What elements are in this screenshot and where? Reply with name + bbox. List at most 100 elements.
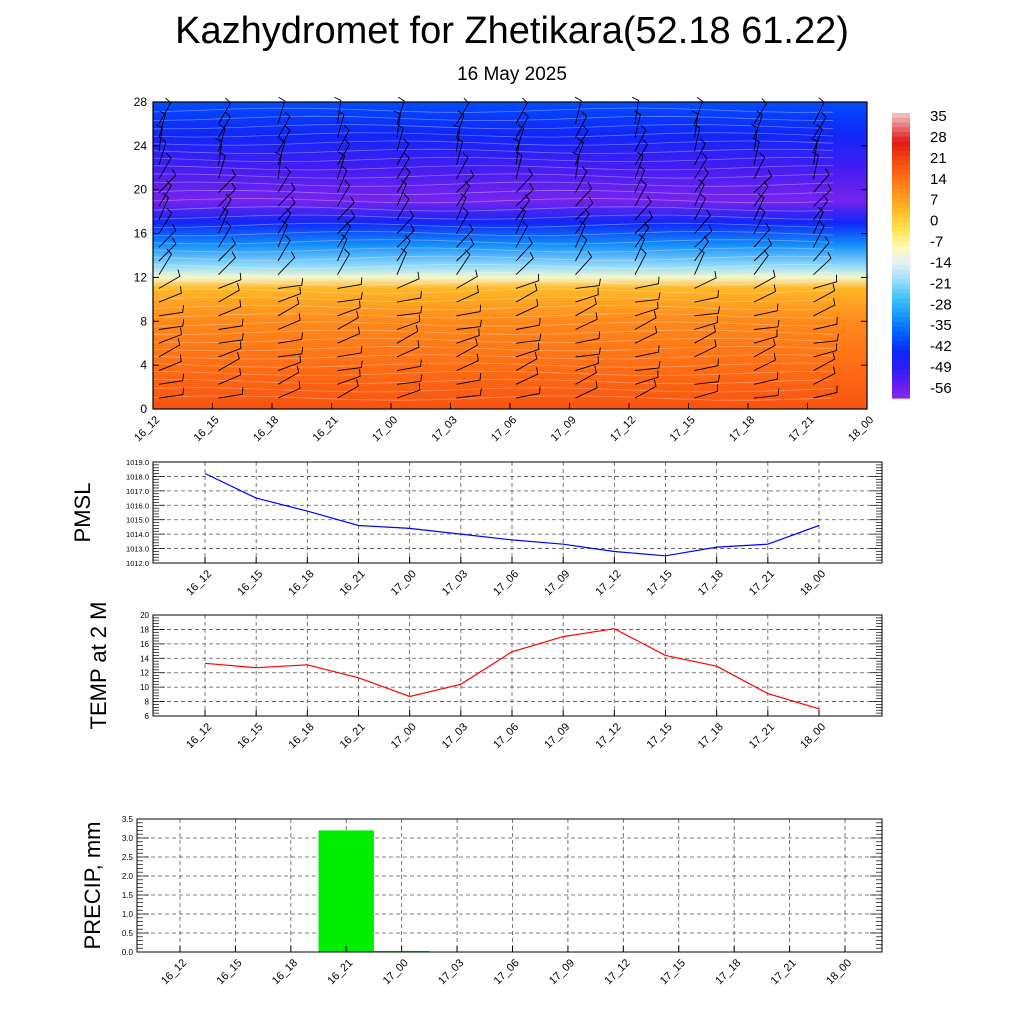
- x-tick-label: 17_00: [370, 414, 400, 444]
- wind-barb: [753, 249, 769, 275]
- x-tick-label: 17_03: [430, 414, 460, 444]
- x-tick-label: 16_12: [184, 568, 214, 598]
- plot-area: [153, 462, 882, 563]
- wind-barb: [515, 342, 540, 358]
- wind-barb: [813, 283, 836, 303]
- contour-line: [152, 280, 834, 286]
- x-tick-label: 16_15: [235, 721, 265, 751]
- colorbar-cell: [892, 231, 910, 238]
- wind-barb: [515, 237, 533, 262]
- x-tick-label: 17_18: [713, 957, 743, 987]
- wind-barb: [218, 237, 236, 262]
- x-tick-label: 17_12: [602, 957, 632, 987]
- y-tick-label: 1.5: [122, 891, 134, 900]
- wind-barb: [277, 125, 291, 152]
- wind-barb: [158, 387, 185, 399]
- contour-line: [152, 304, 834, 311]
- contour-line: [152, 288, 834, 294]
- colorbar-cell: [892, 345, 910, 352]
- colorbar-cell: [892, 241, 910, 247]
- wind-barb: [277, 234, 291, 262]
- wind-barb: [575, 220, 586, 248]
- colorbar-label: 21: [930, 150, 947, 167]
- colorbar-label: -7: [930, 234, 943, 251]
- wind-barb: [813, 333, 839, 344]
- wind-barb: [218, 283, 240, 303]
- colorbar-cell: [892, 155, 910, 162]
- colorbar-label: 0: [930, 213, 938, 230]
- x-tick-label: 17_18: [696, 721, 726, 751]
- wind-barb: [694, 384, 718, 399]
- wind-barb: [574, 96, 582, 125]
- wind-barb: [218, 272, 242, 289]
- wind-barb: [337, 110, 345, 138]
- wind-barb: [456, 372, 482, 385]
- wind-barb: [337, 165, 348, 193]
- wind-barb: [277, 251, 296, 276]
- x-tick-label: 16_12: [184, 721, 214, 751]
- x-tick-label: 17_03: [440, 568, 470, 598]
- x-tick-label: 17_15: [668, 414, 698, 444]
- plot-frame: [136, 818, 883, 953]
- wind-barb: [396, 179, 407, 207]
- wind-barb: [634, 301, 659, 317]
- contour-line: [152, 115, 834, 122]
- wind-barb: [515, 273, 540, 289]
- colorbar-cell: [892, 151, 910, 157]
- wind-barb: [277, 286, 301, 303]
- contour-line: [152, 198, 834, 204]
- colorbar-cell: [892, 250, 910, 257]
- wind-barb: [396, 166, 411, 193]
- wind-barb: [575, 111, 588, 138]
- wind-barb: [396, 247, 407, 275]
- wind-barb: [218, 318, 244, 330]
- wind-barb: [753, 238, 773, 262]
- wind-barb: [634, 234, 646, 262]
- colorbar-cell: [892, 189, 910, 195]
- wind-barb: [813, 298, 836, 317]
- wind-barb: [158, 327, 182, 344]
- contour-line: [152, 230, 834, 237]
- colorbar-cell: [892, 364, 910, 371]
- x-tick-label: 17_21: [747, 568, 777, 598]
- wind-barb: [277, 313, 301, 330]
- wind-barb: [396, 209, 415, 234]
- y-tick-label: 20: [140, 611, 149, 620]
- x-tick-label: 16_15: [214, 957, 244, 987]
- colorbar-cell: [892, 160, 910, 166]
- wind-barb: [811, 151, 819, 179]
- wind-barb: [753, 169, 773, 193]
- colorbar-cell: [892, 127, 910, 133]
- wind-barb: [813, 220, 825, 248]
- wind-barb: [575, 234, 588, 262]
- wind-barb: [634, 310, 657, 330]
- colorbar-cell: [892, 132, 910, 138]
- wind-barb: [456, 97, 470, 125]
- wind-barb: [218, 151, 226, 179]
- contour-lines: [152, 107, 834, 401]
- contour-line: [152, 132, 834, 138]
- y-tick-label: 1.0: [122, 910, 134, 919]
- x-tick-label: 17_09: [542, 568, 572, 598]
- colorbar-cell: [892, 260, 910, 266]
- wind-barb: [456, 388, 482, 399]
- wind-barb: [515, 367, 539, 385]
- wind-barb: [396, 291, 422, 303]
- colorbar-cell: [892, 208, 910, 214]
- y-tick-label: 1019.0: [126, 458, 149, 467]
- contour-line: [152, 272, 834, 278]
- x-tick-label: 17_21: [747, 721, 777, 751]
- contour-line: [152, 313, 834, 319]
- x-tick-label: 16_21: [338, 568, 368, 598]
- wind-barb: [277, 96, 286, 125]
- y-axis-title: TEMP at 2 M: [86, 602, 111, 730]
- wind-barb: [337, 379, 359, 399]
- wind-barb: [634, 276, 660, 289]
- wind-barb: [396, 138, 410, 166]
- x-tick-label: 17_21: [787, 414, 817, 444]
- x-tick-label: 17_06: [492, 957, 522, 987]
- contour-line: [152, 378, 834, 385]
- colorbar-cell: [892, 274, 910, 280]
- wind-barb: [337, 248, 351, 275]
- colorbar-cell: [892, 331, 910, 337]
